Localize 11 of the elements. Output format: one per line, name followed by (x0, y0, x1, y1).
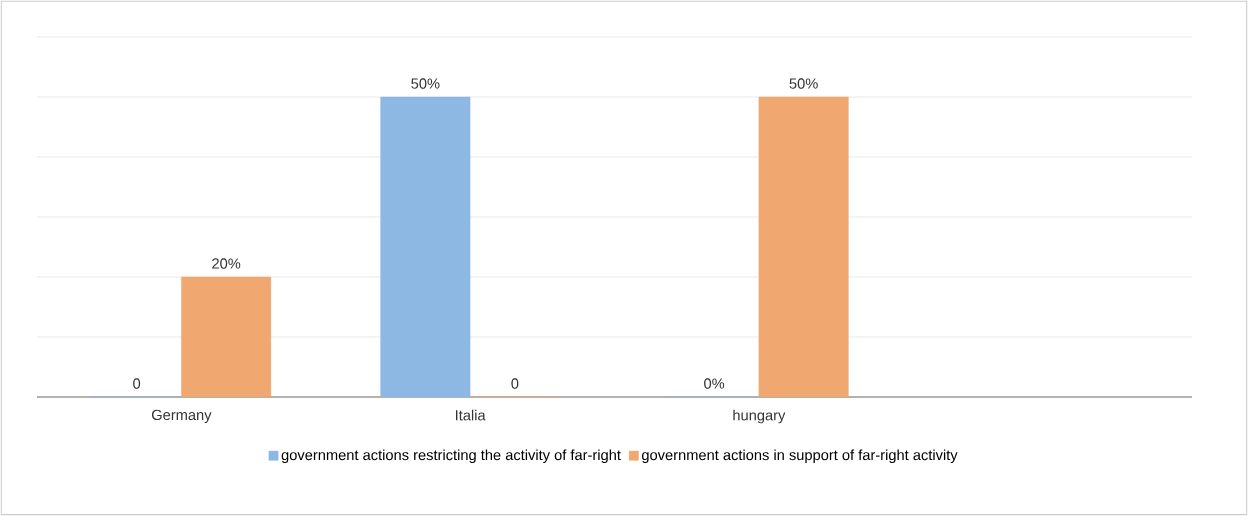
legend-label: government actions restricting the activity of far-right (281, 449, 621, 464)
x-tick-label: Germany (151, 409, 212, 423)
data-label: 0 (133, 378, 141, 389)
data-label: 50% (789, 78, 818, 89)
data-label: 0 (511, 378, 519, 389)
data-label: 50% (411, 78, 440, 89)
legend-label: government actions in support of far-right activity (641, 449, 958, 464)
data-label: 0% (704, 378, 725, 389)
x-tick-label: Italia (456, 409, 486, 421)
data-label: 20% (212, 258, 241, 269)
x-tick-label: hungary (733, 409, 786, 424)
